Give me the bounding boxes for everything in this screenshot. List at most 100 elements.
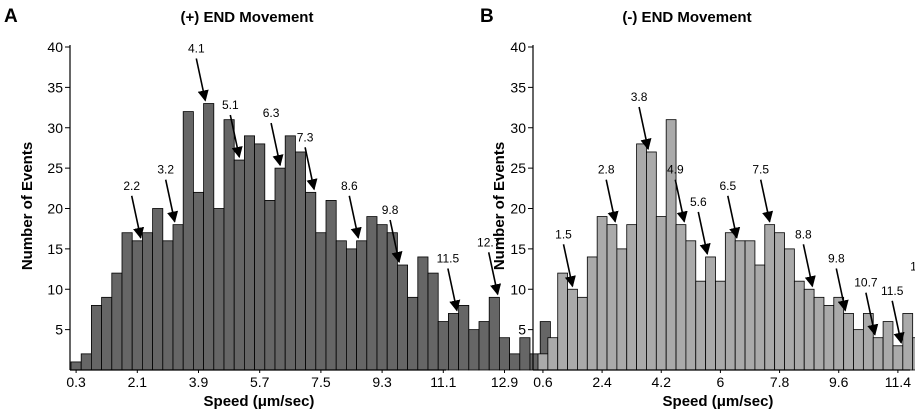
panel-b-peak-arrow <box>674 179 688 223</box>
panel-b-letter: B <box>480 6 494 27</box>
panel-a-x-tick-label: 11.1 <box>430 374 456 390</box>
panel-a-bar <box>509 353 521 371</box>
panel-b-bar <box>823 304 835 371</box>
panel-a-peak-label: 3.2 <box>157 163 174 177</box>
panel-a-bar <box>203 103 215 371</box>
panel-a-bar <box>356 240 368 371</box>
panel-a-x-axis-label: Speed (μm/sec) <box>204 393 315 410</box>
panel-b-peak-label: 10.7 <box>854 276 878 290</box>
panel-a-peak-label: 9.8 <box>382 203 399 217</box>
panel-a-x-tick-label: 2.1 <box>128 374 148 390</box>
panel-b-peak-label: 2.8 <box>598 163 615 177</box>
panel-a-bar <box>213 208 225 371</box>
panel-a-bar <box>182 111 194 371</box>
panel-a-letter: A <box>4 6 18 27</box>
panel-a-bar <box>264 200 276 371</box>
panel-a-peak-label: 6.3 <box>263 106 280 120</box>
panel-b-y-tick-label: 40 <box>510 39 526 55</box>
panel-b-bar <box>872 337 884 371</box>
panel-b-bar <box>596 216 608 371</box>
panel-b-bar <box>882 321 894 371</box>
panel-a-bar <box>335 240 347 371</box>
panel-a-peak-label: 7.3 <box>297 130 314 144</box>
panel-a-bar <box>325 200 337 371</box>
panel-b-bar <box>892 345 904 371</box>
panel-b-bar <box>616 248 628 371</box>
panel-a-peak-arrow <box>447 268 461 312</box>
panel-b-bar <box>646 151 657 371</box>
panel-a-bar <box>468 329 480 371</box>
panel-b-bar <box>784 248 795 371</box>
panel-b-bar <box>803 288 815 371</box>
panel-b-y-tick-label: 15 <box>510 241 526 257</box>
panel-b-bar <box>705 256 716 371</box>
panel-b-bar <box>715 280 726 371</box>
panel-a-peak-label: 8.6 <box>341 179 358 193</box>
panel-a-y-tick-label: 35 <box>47 79 63 95</box>
panel-b-bar <box>774 232 785 371</box>
panel-b-peak-arrow <box>802 244 816 288</box>
panel-a-peak-arrow <box>487 252 502 296</box>
panel-b-y-tick-label: 30 <box>510 120 526 136</box>
panel-a-bar <box>70 361 82 371</box>
panel-b-x-tick-label: 6 <box>717 374 725 390</box>
panel-a-bar <box>91 304 103 371</box>
panel-a-peak-label: 11.5 <box>437 252 460 266</box>
panel-a-peak-arrow <box>130 195 145 239</box>
panel-b-bar <box>833 296 845 371</box>
panel-b-peak-arrow <box>865 292 879 336</box>
panel-a-bar <box>284 135 296 371</box>
panel-a-bar <box>396 264 408 371</box>
panel-b-peak-arrow <box>697 211 711 255</box>
panel-a-peak-label: 5.1 <box>222 98 239 112</box>
panel-b-bar <box>567 288 578 371</box>
panel-a-peak-arrow <box>304 147 318 191</box>
panel-a-bar <box>274 167 286 371</box>
panel-b-bar <box>813 296 825 371</box>
panel-a-bar <box>172 224 184 371</box>
panel-b-peak-label: 1.5 <box>555 227 572 241</box>
panel-b-peak-arrow <box>891 300 905 344</box>
panel-a-bar <box>315 232 327 371</box>
panel-a: A (+) END Movement Number of Events Spee… <box>4 6 572 410</box>
panel-b-bar <box>636 143 647 371</box>
panel-a-y-tick-label: 40 <box>47 39 63 55</box>
panel-b-bar <box>557 272 568 371</box>
panel-b-y-tick-label: 10 <box>510 281 526 297</box>
panel-a-bar <box>141 232 153 371</box>
panel-a-bar <box>386 232 398 371</box>
panel-b-x-tick-label: 11.4 <box>885 374 911 390</box>
panel-a-bar <box>131 240 143 371</box>
panel-b-x-tick-label: 7.8 <box>770 374 790 390</box>
panel-a-y-tick-label: 15 <box>47 241 63 257</box>
panel-a-bar <box>152 208 164 371</box>
panel-b-bar <box>793 280 805 371</box>
panel-b: B (-) END Movement Number of Events Spee… <box>480 6 915 410</box>
panel-b-peak-label: 8.8 <box>795 227 812 241</box>
panel-b-bar <box>843 313 854 371</box>
panel-a-bar <box>345 248 357 371</box>
panel-a-peak-arrow <box>164 179 179 223</box>
panel-a-bar <box>243 135 255 371</box>
panel-a-plot: 5 10 15 20 25 30 35 40 0.3 2.1 3.9 5.7 7.5 9.3 11.1 12.… <box>47 39 572 390</box>
panel-a-peak-label: 2.2 <box>123 179 140 193</box>
panel-b-bar <box>912 337 915 371</box>
panel-b-peak-label: 11.5 <box>881 284 904 298</box>
panel-b-x-tick-label: 4.2 <box>652 374 672 390</box>
panel-a-bar <box>437 321 449 371</box>
panel-a-y-tick-label: 25 <box>47 160 63 176</box>
panel-a-bar <box>294 151 306 371</box>
panel-b-y-tick-label: 20 <box>510 201 526 217</box>
panel-b-title: (-) END Movement <box>622 9 751 26</box>
panel-a-bar <box>305 191 317 371</box>
panel-a-bar <box>488 296 500 371</box>
panel-b-peak-arrow <box>605 179 619 223</box>
panel-a-bar <box>478 321 490 371</box>
panel-b-bar <box>695 280 707 371</box>
panel-b-bar <box>685 240 697 371</box>
panel-a-y-tick-label: 20 <box>47 201 63 217</box>
panel-b-bar <box>724 232 736 371</box>
panel-a-bar <box>254 143 266 371</box>
panel-a-x-tick-label: 0.3 <box>66 374 86 390</box>
